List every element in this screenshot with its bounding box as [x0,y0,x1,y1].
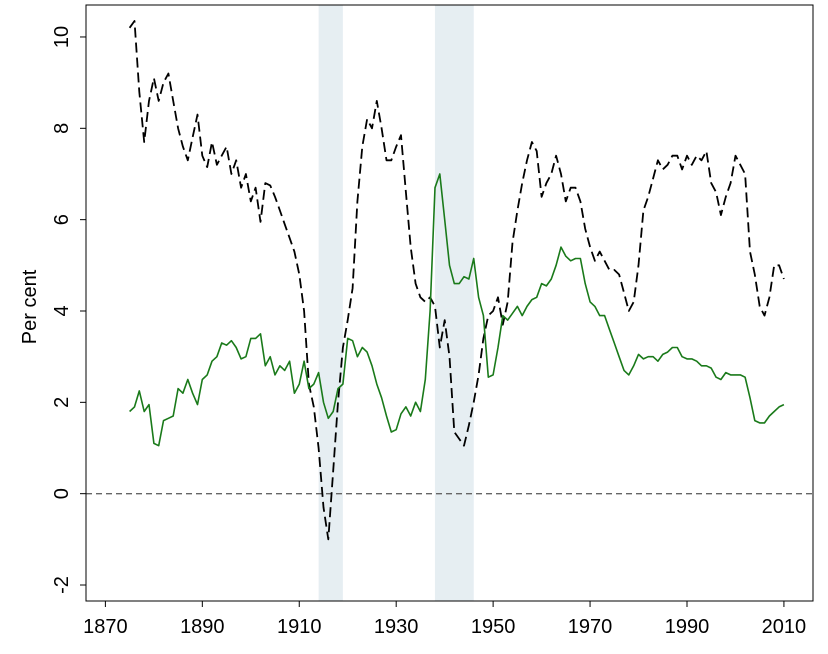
shaded-period-2 [435,6,474,601]
x-tick-label: 2010 [762,616,807,638]
y-tick-label: 8 [51,123,73,134]
x-tick-label: 1930 [374,616,419,638]
x-tick-label: 1870 [83,616,128,638]
y-tick-label: 10 [51,26,73,48]
y-tick-label: 6 [51,214,73,225]
x-tick-label: 1910 [277,616,322,638]
x-tick-label: 1990 [665,616,710,638]
x-tick-label: 1950 [471,616,516,638]
y-tick-label: 4 [51,305,73,316]
y-tick-label: 0 [51,488,73,499]
y-tick-label: 2 [51,397,73,408]
x-tick-label: 1970 [568,616,613,638]
y-axis-title: Per cent [19,269,41,344]
x-tick-label: 1890 [180,616,225,638]
y-tick-label: -2 [51,576,73,594]
